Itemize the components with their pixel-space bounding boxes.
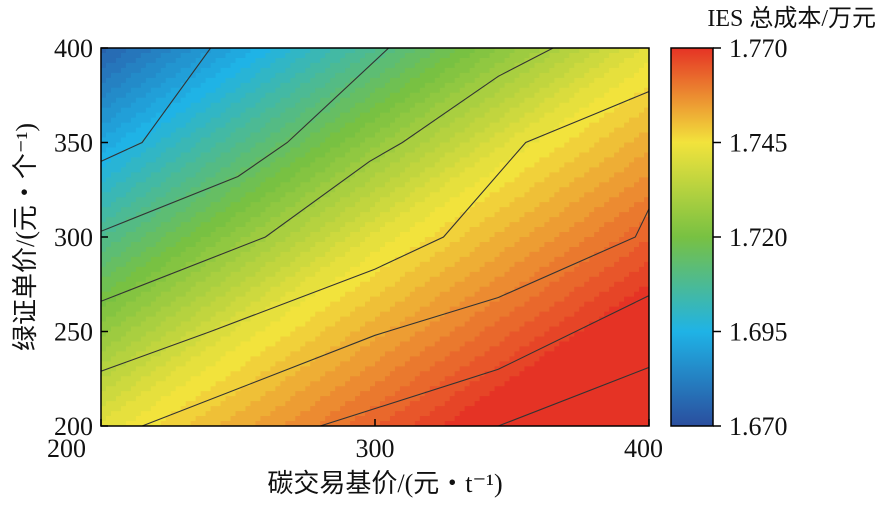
y-axis: 200 250 300 350 400 bbox=[54, 34, 108, 441]
contour-line-7 bbox=[498, 366, 649, 426]
colorbar-tick-label: 1.695 bbox=[729, 318, 788, 347]
contour-fill bbox=[101, 48, 649, 426]
y-tick-label: 200 bbox=[54, 412, 93, 441]
colorbar-tick-label: 1.720 bbox=[729, 223, 788, 252]
contour-line-4 bbox=[101, 90, 649, 372]
colorbar-title: IES 总成本/万元 bbox=[707, 5, 876, 32]
y-axis-label: 绿证单价/(元・个⁻¹) bbox=[11, 123, 40, 351]
x-tick-label: 200 bbox=[47, 434, 86, 463]
colorbar-tick-label: 1.670 bbox=[729, 412, 788, 441]
colorbar: 1.670 1.695 1.720 1.745 1.770 IES 总成本/万元 bbox=[670, 5, 876, 441]
colorbar-tick-label: 1.770 bbox=[729, 34, 788, 63]
y-tick-label: 300 bbox=[54, 223, 93, 252]
contour-line-2 bbox=[101, 48, 390, 232]
y-tick-label: 250 bbox=[54, 318, 93, 347]
y-tick-label: 400 bbox=[54, 34, 93, 63]
contour-line-1 bbox=[101, 48, 212, 162]
colorbar-ticks: 1.670 1.695 1.720 1.745 1.770 bbox=[713, 34, 788, 441]
contour-line-5 bbox=[141, 208, 649, 426]
y-tick-label: 350 bbox=[54, 129, 93, 158]
colorbar-tick-label: 1.745 bbox=[729, 129, 788, 158]
x-axis-label: 碳交易基价/(元・t⁻¹) bbox=[267, 469, 502, 498]
x-tick-label: 400 bbox=[624, 434, 663, 463]
contour-lines bbox=[101, 48, 649, 426]
x-axis: 200 300 400 bbox=[47, 419, 663, 463]
contour-line-3 bbox=[101, 48, 554, 302]
colorbar-bar bbox=[670, 47, 714, 427]
x-tick-label: 300 bbox=[356, 434, 395, 463]
contour-line-6 bbox=[320, 295, 649, 426]
